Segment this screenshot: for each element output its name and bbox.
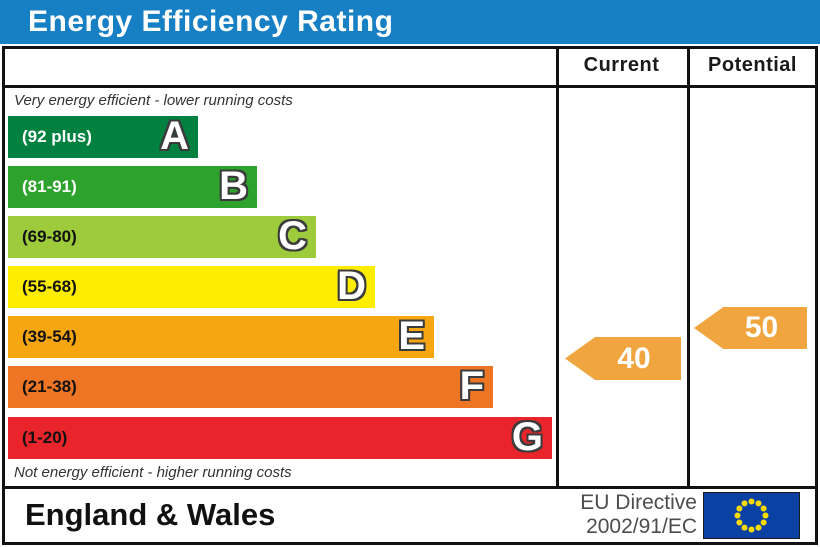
caption-bottom: Not energy efficient - higher running co… [14,464,292,481]
current-value: 40 [617,341,651,375]
eu-directive-line2: 2002/91/EC [586,515,697,538]
current-column-divider [556,46,559,489]
band-range-label: (69-80) [22,227,77,246]
footer-divider-line [2,486,818,489]
band-letter: C [278,214,307,259]
band-letter: G [511,415,543,460]
band-letter: A [160,114,189,159]
band-letter: F [459,364,484,409]
band-row-b: (81-91) B [8,166,257,208]
potential-column-divider [687,46,690,489]
band-range-label: (92 plus) [22,127,92,146]
band-row-g: (1-20) G [8,417,552,459]
caption-top: Very energy efficient - lower running co… [14,92,293,109]
band-range-label: (21-38) [22,377,77,396]
band-row-c: (69-80) C [8,216,316,258]
band-range-label: (55-68) [22,277,77,296]
potential-value: 50 [744,311,779,344]
page-title: Energy Efficiency Rating [28,5,394,38]
column-header-potential: Potential [708,54,797,76]
band-range-label: (39-54) [22,327,77,346]
band-letter: B [219,164,248,209]
region-label: England & Wales [25,497,276,532]
band-row-e: (39-54) E [8,316,434,358]
band-row-f: (21-38) F [8,366,493,408]
band-range-label: (81-91) [22,177,77,196]
band-letter: D [337,264,366,309]
column-header-current: Current [583,54,660,76]
header-divider-line [2,85,818,88]
band-row-a: (92 plus) A [8,116,198,158]
band-letter: E [398,314,425,359]
eu-directive-text: EU Directive 2002/91/EC [450,491,697,539]
band-range-label: (1-20) [22,428,68,447]
eu-directive-line1: EU Directive [580,491,697,514]
band-row-d: (55-68) D [8,266,375,308]
eu-flag-stars [734,498,769,533]
eu-flag-icon [703,492,800,539]
title-bar: Energy Efficiency Rating [0,0,820,44]
